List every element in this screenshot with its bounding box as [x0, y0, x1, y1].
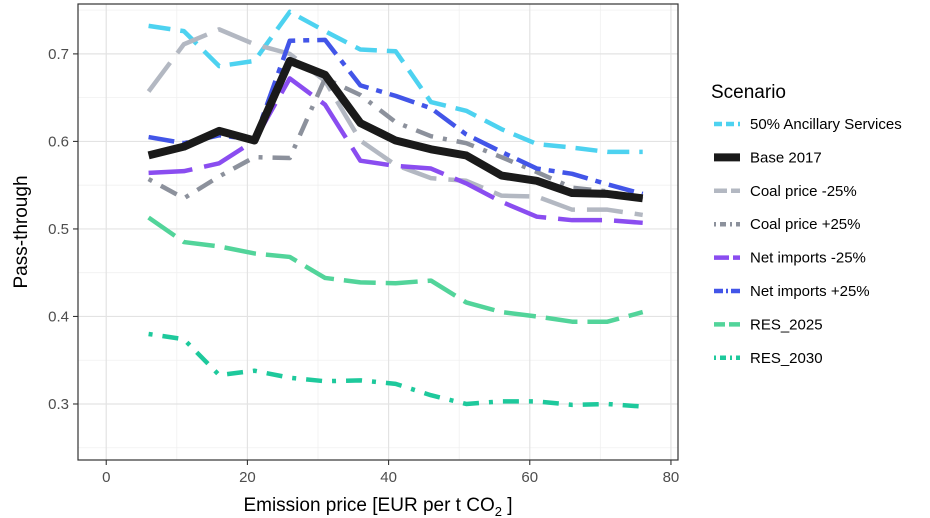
grid-major [78, 4, 678, 460]
x-axis-title-end: ] [502, 495, 513, 516]
y-tick-label: 0.5 [48, 221, 69, 238]
legend-label: Net imports +25% [750, 283, 870, 300]
y-axis-title: Pass-through [11, 175, 32, 288]
series-line-net-imports-25 [148, 76, 643, 226]
legend-label: 50% Ancillary Services [750, 116, 902, 133]
legend-label: RES_2030 [750, 350, 823, 367]
legend-label: Net imports -25% [750, 250, 866, 267]
legend-label: Coal price -25% [750, 183, 857, 200]
x-tick-label: 60 [521, 469, 538, 486]
y-tick-label: 0.4 [48, 308, 69, 325]
legend-label: RES_2025 [750, 316, 823, 333]
series-line-base-2017 [147, 56, 644, 203]
x-axis-title: Emission price [EUR per t CO2 ] [243, 495, 512, 518]
series-line-coal-price-25 [146, 27, 644, 218]
y-axis: 0.3 0.4 0.5 0.6 0.7 [48, 46, 78, 413]
series-layer [146, 9, 644, 409]
grid-minor [78, 4, 678, 460]
x-axis: 0 20 40 60 80 [102, 460, 679, 486]
plot-panel [78, 4, 678, 460]
y-tick-label: 0.3 [48, 396, 69, 413]
legend-label: Base 2017 [750, 149, 822, 166]
legend-label: Coal price +25% [750, 216, 860, 233]
series-line-res-2025 [147, 215, 644, 324]
series-line-50-ancillary-services [148, 9, 643, 155]
series-line-res-2030 [148, 331, 643, 409]
x-tick-label: 20 [239, 469, 256, 486]
x-tick-label: 40 [380, 469, 397, 486]
y-tick-label: 0.6 [48, 133, 69, 150]
x-tick-label: 0 [102, 469, 110, 486]
legend: Scenario 50% Ancillary Services Base 2017… [711, 82, 902, 367]
legend-items: 50% Ancillary Services Base 2017 Coal pric… [714, 116, 902, 367]
x-axis-title-subscript: 2 [495, 504, 502, 518]
y-tick-label: 0.7 [48, 46, 69, 63]
x-tick-label: 80 [663, 469, 680, 486]
legend-title: Scenario [711, 82, 786, 103]
plot-border [77, 3, 679, 461]
